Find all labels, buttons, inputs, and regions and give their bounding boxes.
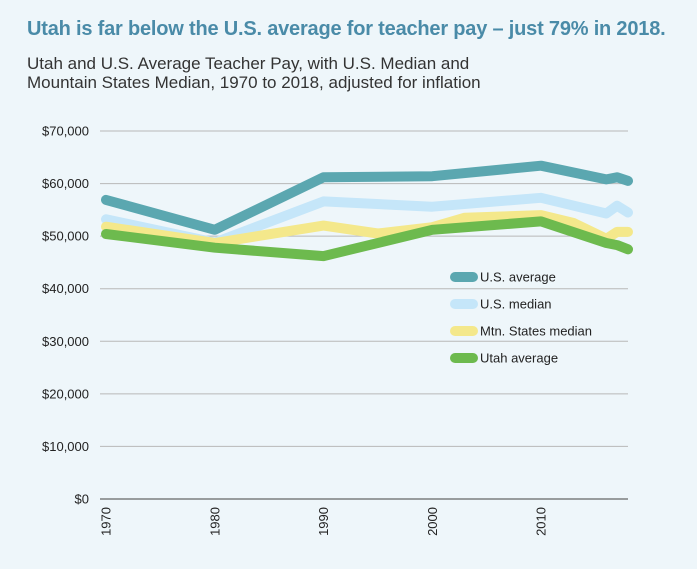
y-tick-label: $50,000 bbox=[42, 229, 89, 244]
x-tick-label: 2000 bbox=[425, 507, 440, 536]
y-tick-label: $60,000 bbox=[42, 176, 89, 191]
series-line-u-s-average bbox=[101, 160, 633, 235]
legend-label-u-s-average: U.S. average bbox=[480, 270, 556, 285]
series-line-utah-average bbox=[101, 216, 633, 262]
y-tick-label: $20,000 bbox=[42, 386, 89, 401]
grid bbox=[100, 130, 628, 500]
legend-label-mtn-states-median: Mtn. States median bbox=[480, 324, 592, 339]
series-line-mtn-states-median bbox=[101, 210, 633, 248]
series-lines bbox=[101, 160, 633, 262]
y-tick-label: $30,000 bbox=[42, 334, 89, 349]
legend: U.S. average U.S. median Mtn. States media… bbox=[450, 270, 592, 366]
y-tick-label: $10,000 bbox=[42, 439, 89, 454]
x-tick-label: 1970 bbox=[99, 507, 114, 536]
x-tick-label: 2010 bbox=[534, 507, 549, 536]
y-axis: $0 $10,000 $20,000 $30,000 $40,000 $50,000 $60… bbox=[42, 124, 89, 507]
y-tick-label: $0 bbox=[75, 492, 89, 507]
chart-subtitle-line-1: Utah and U.S. Average Teacher Pay, with … bbox=[27, 54, 470, 73]
y-tick-label: $40,000 bbox=[42, 281, 89, 296]
chart-subtitle-line-2: Mountain States Median, 1970 to 2018, ad… bbox=[27, 73, 481, 92]
x-tick-label: 1980 bbox=[207, 507, 222, 536]
legend-label-u-s-median: U.S. median bbox=[480, 297, 552, 312]
chart-subtitle: Utah and U.S. Average Teacher Pay, with … bbox=[27, 54, 647, 92]
x-axis: 1970 1980 1990 2000 2010 bbox=[99, 507, 549, 536]
legend-label-utah-average: Utah average bbox=[480, 351, 558, 366]
y-tick-label: $70,000 bbox=[42, 124, 89, 139]
x-tick-label: 1990 bbox=[316, 507, 331, 536]
headline: Utah is far below the U.S. average for t… bbox=[27, 18, 666, 40]
